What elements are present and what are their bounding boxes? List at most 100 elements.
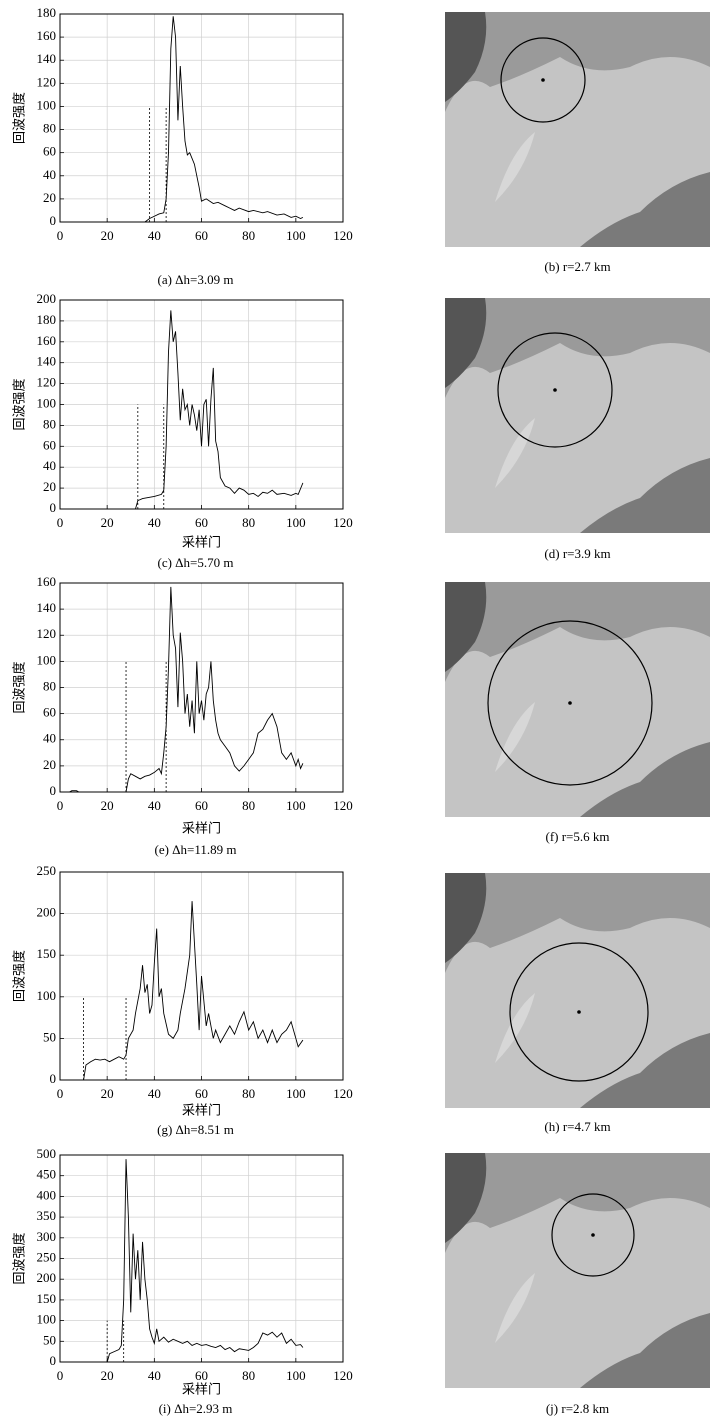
y-tick-label: 0 [50,1071,57,1086]
land-bottom [580,172,710,247]
x-tick-label: 60 [195,228,208,243]
y-tick-label: 20 [43,190,56,205]
caption: (g) Δh=8.51 m [157,1122,234,1137]
y-tick-label: 40 [43,458,56,473]
y-tick-label: 450 [37,1167,57,1182]
center-dot [541,78,545,82]
y-tick-label: 20 [43,757,56,772]
y-tick-label: 160 [37,574,57,589]
x-tick-label: 80 [242,1368,255,1383]
y-axis-label: 回波强度 [12,661,28,713]
y-tick-label: 40 [43,731,56,746]
x-tick-label: 120 [333,798,353,813]
satellite-image [445,873,710,1108]
x-tick-label: 60 [195,515,208,530]
data-line [60,901,304,1081]
x-tick-label: 0 [57,228,64,243]
y-tick-label: 100 [37,97,57,112]
x-tick-label: 40 [148,1086,161,1101]
x-tick-label: 80 [242,798,255,813]
caption: (e) Δh=11.89 m [155,842,237,857]
y-tick-label: 250 [37,1249,57,1264]
data-line [60,16,304,223]
x-tick-label: 80 [242,515,255,530]
land-bottom [580,1033,710,1108]
plot-frame [59,299,344,510]
x-tick-label: 40 [148,1368,161,1383]
land-bottom [580,458,710,533]
haze [495,418,535,488]
y-tick-label: 180 [37,5,57,20]
x-tick-label: 120 [333,1086,353,1101]
x-tick-label: 20 [101,515,114,530]
caption: (i) Δh=2.93 m [159,1401,233,1416]
land-bottom [580,1313,710,1388]
x-tick-label: 100 [286,515,306,530]
x-tick-label: 100 [286,798,306,813]
range-circle [487,620,653,786]
center-dot [568,701,572,705]
haze [495,993,535,1063]
x-tick-label: 100 [286,228,306,243]
x-tick-label: 120 [333,515,353,530]
x-tick-label: 60 [195,1086,208,1101]
land-city [445,298,487,388]
range-circle [551,1193,635,1277]
x-tick-label: 40 [148,515,161,530]
land-city [445,12,487,102]
y-tick-label: 120 [37,375,57,390]
center-dot [553,388,557,392]
y-tick-label: 200 [37,905,57,920]
y-tick-label: 200 [37,1270,57,1285]
y-tick-label: 60 [43,437,56,452]
x-tick-label: 0 [57,515,64,530]
x-tick-label: 80 [242,228,255,243]
x-axis-label: 采样门 [182,536,221,551]
y-tick-label: 80 [43,121,56,136]
center-dot [591,1233,595,1237]
y-tick-label: 500 [37,1146,57,1161]
x-tick-label: 20 [101,1086,114,1101]
satellite-image [445,1153,710,1388]
x-tick-label: 20 [101,798,114,813]
y-tick-label: 60 [43,144,56,159]
y-tick-label: 50 [43,1332,56,1347]
y-tick-label: 100 [37,1312,57,1327]
center-dot [577,1010,581,1014]
y-tick-label: 180 [37,312,57,327]
data-line [60,1159,304,1363]
data-line [60,586,304,793]
x-axis-label: 采样门 [182,822,221,837]
caption: (a) Δh=3.09 m [158,272,234,287]
x-tick-label: 100 [286,1086,306,1101]
y-axis-label: 回波强度 [12,378,28,430]
land-bottom [580,742,710,817]
y-tick-label: 400 [37,1187,57,1202]
y-tick-label: 0 [50,500,57,515]
y-tick-label: 120 [37,74,57,89]
haze [495,132,535,202]
land-city [445,873,487,963]
y-tick-label: 80 [43,678,56,693]
x-tick-label: 60 [195,1368,208,1383]
caption: (f) r=5.6 km [545,829,609,844]
caption: (b) r=2.7 km [544,259,610,274]
land-top [445,582,710,682]
x-tick-label: 0 [57,1368,64,1383]
data-line [60,310,304,510]
y-tick-label: 120 [37,626,57,641]
x-tick-label: 60 [195,798,208,813]
land-top [445,12,710,112]
plot-frame [59,13,344,223]
x-tick-label: 20 [101,228,114,243]
haze [495,1273,535,1343]
haze [495,702,535,772]
x-tick-label: 40 [148,228,161,243]
x-axis-label: 采样门 [182,1383,221,1398]
y-tick-label: 150 [37,946,57,961]
y-tick-label: 60 [43,705,56,720]
plot-frame [59,582,344,793]
x-tick-label: 0 [57,1086,64,1101]
y-tick-label: 100 [37,988,57,1003]
